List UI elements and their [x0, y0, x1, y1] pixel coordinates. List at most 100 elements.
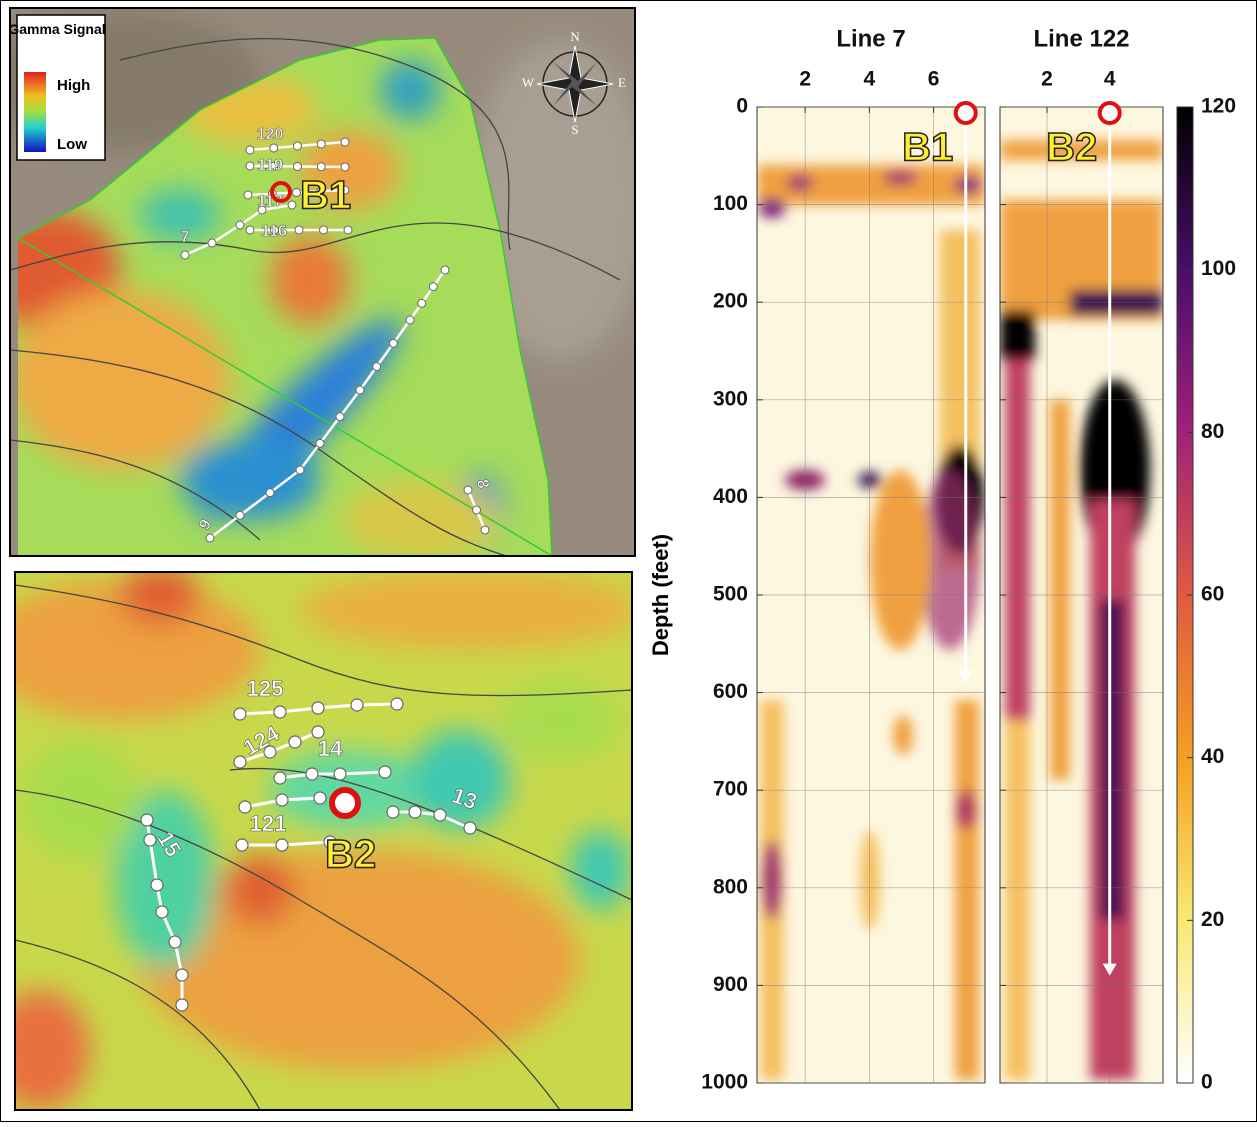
legend-high: High: [57, 77, 90, 94]
survey-point: [236, 511, 244, 519]
x-tick-label: 4: [864, 68, 876, 91]
borehole-marker: [1100, 103, 1120, 123]
compass-w: W: [522, 75, 535, 90]
line-label: 119: [257, 157, 283, 174]
survey-point: [312, 702, 324, 714]
survey-point: [294, 142, 302, 150]
survey-point: [181, 251, 189, 259]
y-tick-label: 600: [713, 680, 748, 703]
survey-point: [391, 698, 403, 710]
colorbar-tick-label: 100: [1201, 257, 1236, 280]
survey-point: [208, 239, 216, 247]
legend-title: Gamma Signal: [8, 21, 105, 37]
survey-point: [373, 363, 381, 371]
survey-point: [270, 144, 278, 152]
survey-point: [351, 699, 363, 711]
legend: Gamma Signal High Low: [8, 15, 105, 160]
borehole-label: B2: [325, 833, 376, 877]
borehole-marker: [956, 103, 976, 123]
survey-point: [317, 163, 325, 171]
panel-title: Line 7: [836, 25, 905, 52]
colorbar-tick-label: 40: [1201, 745, 1224, 768]
survey-point: [274, 772, 286, 784]
legend-low: Low: [57, 136, 87, 153]
line-label: 116: [261, 223, 287, 240]
borehole-marker: [332, 790, 358, 816]
y-tick-label: 800: [713, 875, 748, 898]
survey-point: [276, 794, 288, 806]
survey-point: [206, 534, 214, 542]
survey-point: [246, 226, 254, 234]
y-tick-label: 500: [713, 583, 748, 606]
survey-point: [434, 809, 446, 821]
survey-point: [295, 226, 303, 234]
survey-point: [316, 439, 324, 447]
y-tick-label: 400: [713, 485, 748, 508]
survey-point: [288, 201, 296, 209]
survey-point: [317, 140, 325, 148]
y-tick-label: 100: [713, 192, 748, 215]
survey-point: [151, 879, 163, 891]
y-tick-label: 0: [736, 95, 748, 118]
line-label: 7: [181, 229, 190, 246]
y-tick-label: 1000: [701, 1071, 748, 1094]
line-label: 14: [318, 736, 343, 761]
survey-point: [379, 766, 391, 778]
survey-point: [246, 162, 254, 170]
line-label: 120: [257, 126, 284, 143]
line-label: 121: [250, 811, 287, 836]
x-tick-label: 2: [799, 68, 811, 91]
colorbar-tick-label: 60: [1201, 583, 1224, 606]
survey-point: [356, 386, 364, 394]
compass-s: S: [571, 122, 578, 137]
survey-point: [429, 283, 437, 291]
borehole-label: B2: [1046, 126, 1097, 170]
survey-point: [176, 999, 188, 1011]
survey-point: [244, 191, 252, 199]
survey-point: [334, 768, 346, 780]
line-label: 125: [247, 676, 284, 701]
bottom-map: [0, 565, 640, 1110]
panel-title: Line 122: [1033, 25, 1129, 52]
survey-point: [266, 489, 274, 497]
survey-point: [341, 138, 349, 146]
survey-point: [441, 266, 449, 274]
survey-point: [344, 226, 352, 234]
compass-n: N: [570, 29, 580, 44]
survey-point: [234, 756, 246, 768]
survey-point: [306, 768, 318, 780]
borehole-label: B1: [902, 126, 953, 170]
survey-point: [141, 814, 153, 826]
y-axis-label: Depth (feet): [648, 534, 673, 656]
colorbar-tick-label: 20: [1201, 908, 1224, 931]
borehole-label: B1: [300, 174, 351, 218]
survey-point: [314, 792, 326, 804]
y-tick-label: 700: [713, 778, 748, 801]
survey-point: [236, 221, 244, 229]
survey-point: [409, 806, 421, 818]
survey-point: [387, 806, 399, 818]
survey-point: [320, 226, 328, 234]
survey-point: [276, 839, 288, 851]
y-tick-label: 900: [713, 973, 748, 996]
colorbar-tick-label: 80: [1201, 420, 1224, 443]
y-tick-label: 200: [713, 290, 748, 313]
figure: Gamma Signal High Low N S E W: [0, 0, 1257, 1122]
compass-e: E: [618, 75, 626, 90]
y-tick-label: 300: [713, 387, 748, 410]
survey-point: [234, 708, 246, 720]
survey-point: [418, 299, 426, 307]
survey-point: [341, 163, 349, 171]
survey-point: [389, 339, 397, 347]
survey-point: [336, 413, 344, 421]
survey-point: [296, 466, 304, 474]
survey-point: [406, 316, 414, 324]
colorbar-tick-label: 0: [1201, 1071, 1213, 1094]
survey-point: [294, 163, 302, 171]
survey-point: [236, 839, 248, 851]
x-tick-label: 2: [1041, 68, 1053, 91]
survey-point: [274, 706, 286, 718]
survey-point: [156, 906, 168, 918]
survey-point: [169, 936, 181, 948]
survey-point: [473, 506, 481, 514]
